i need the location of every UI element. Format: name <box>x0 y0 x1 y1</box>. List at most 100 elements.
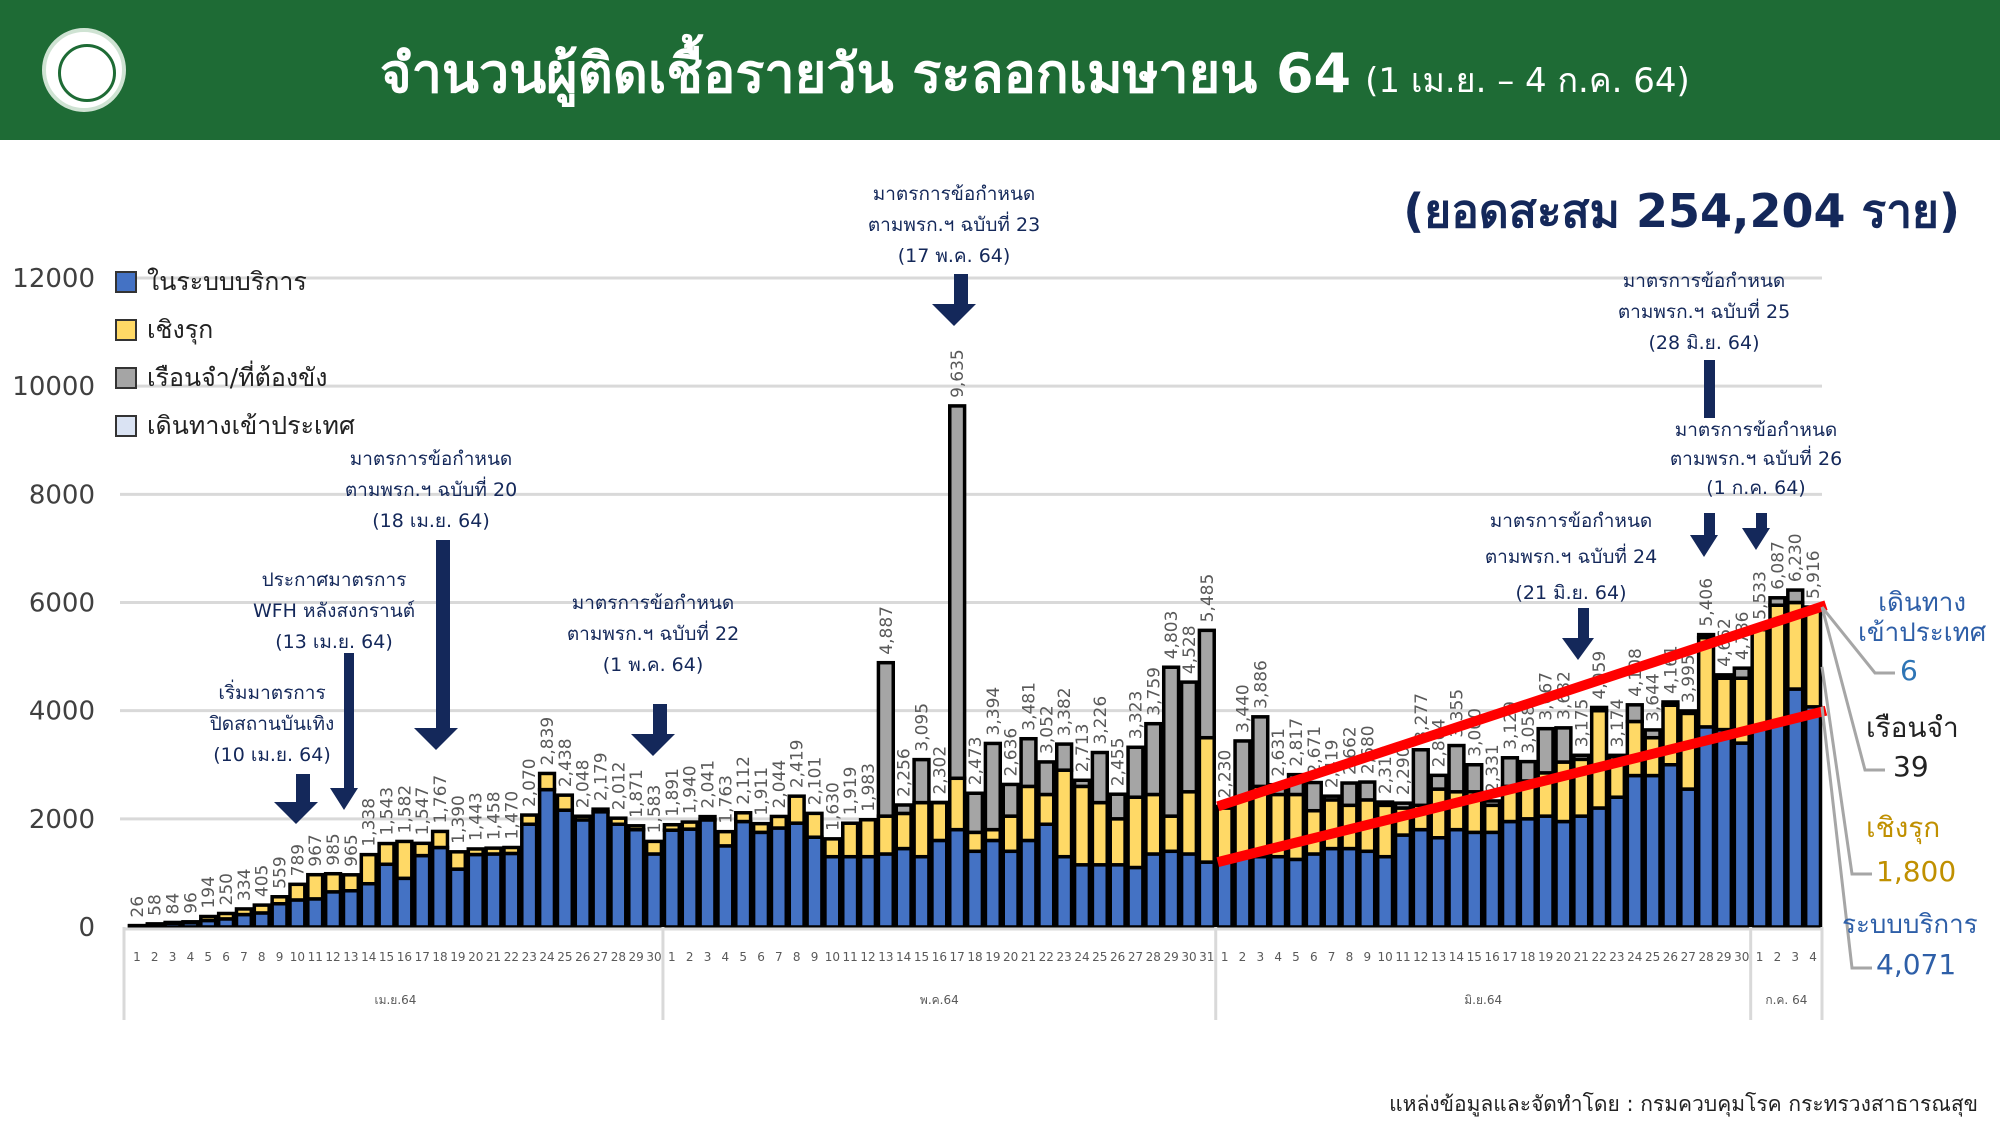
bar-segment <box>894 846 913 929</box>
data-label: 2,290 <box>1394 746 1414 795</box>
data-label: 967 <box>306 834 326 866</box>
bar-segment <box>1679 787 1698 929</box>
data-label: 84 <box>164 893 184 915</box>
bar-segment <box>1696 725 1716 929</box>
x-tick-label: 16 <box>932 950 947 964</box>
data-label: 2,302 <box>930 746 950 795</box>
bar-segment <box>1161 665 1181 818</box>
y-tick-label: 4000 <box>29 697 95 727</box>
bar-segment <box>502 845 521 856</box>
bar-segment <box>1393 801 1413 810</box>
data-label: 789 <box>288 844 308 876</box>
legend-item-service: ในระบบบริการ <box>115 258 355 306</box>
data-label: 1,338 <box>360 798 380 847</box>
x-tick-label: 26 <box>1110 950 1125 964</box>
bar-segment <box>1286 857 1306 929</box>
x-tick-label: 13 <box>1431 950 1446 964</box>
x-tick-label: 24 <box>539 950 554 964</box>
bar-segment <box>1054 768 1074 859</box>
x-tick-label: 2 <box>686 950 694 964</box>
trend-line <box>1216 705 1828 867</box>
bar-segment <box>306 897 325 929</box>
bar-segment <box>1572 814 1591 929</box>
month-label: ก.ค. 64 <box>1765 993 1807 1007</box>
x-tick-label: 1 <box>1756 950 1764 964</box>
x-tick-label: 13 <box>878 950 893 964</box>
x-tick-label: 25 <box>557 950 572 964</box>
bar-segment <box>502 851 521 929</box>
bar-segment <box>537 787 557 929</box>
bar-segment <box>1251 715 1270 789</box>
bar-segment <box>341 889 361 929</box>
bar-segment <box>734 819 753 929</box>
latest-prison-label: เรือนจำ <box>1866 711 1959 744</box>
bar-segment <box>609 822 628 929</box>
bar-segment <box>805 811 824 839</box>
x-tick-label: 14 <box>1449 950 1464 964</box>
bar-segment <box>1001 782 1020 818</box>
bar-segment <box>1340 846 1359 929</box>
x-tick-label: 10 <box>290 950 305 964</box>
bar-segment <box>1643 773 1662 929</box>
legend-label: ในระบบบริการ <box>147 267 307 296</box>
annotation-entertainment-closure: เริ่มมาตรการ ปิดสถานบันเทิง (10 เม.ย. 64) <box>209 682 335 766</box>
bar-segment <box>698 814 717 822</box>
bar-segment <box>1750 627 1769 729</box>
bar-segment <box>1090 800 1109 867</box>
bar-segment <box>430 845 450 929</box>
data-label: 3,175 <box>1572 699 1592 748</box>
data-label: 3,323 <box>1126 691 1146 740</box>
x-tick-label: 9 <box>1363 950 1371 964</box>
annotation-decree-23: มาตรการข้อกำหนด ตามพรก.ฯ ฉบับที่ 23 (17 พ.… <box>867 183 1041 267</box>
data-label: 3,644 <box>1644 673 1664 722</box>
data-label: 1,763 <box>716 775 736 824</box>
x-tick-label: 20 <box>1556 950 1571 964</box>
x-tick-label: 1 <box>1221 950 1229 964</box>
month-label: พ.ค.64 <box>920 993 959 1007</box>
x-tick-label: 27 <box>1681 950 1696 964</box>
data-label: 1,458 <box>485 791 505 840</box>
bar-segment <box>1786 588 1805 605</box>
month-label: เม.ย.64 <box>374 993 416 1007</box>
bar-segment <box>1090 863 1109 929</box>
data-label: 3,382 <box>1055 687 1075 736</box>
bar-segment <box>1358 780 1377 802</box>
x-tick-label: 27 <box>1128 950 1143 964</box>
bar-segment <box>1233 795 1252 859</box>
data-label: 2,331 <box>1483 744 1503 793</box>
bar-segment <box>1144 852 1163 929</box>
bar-segment <box>1447 743 1466 794</box>
data-label: 194 <box>199 876 219 908</box>
bar-segment <box>573 814 592 822</box>
bar-segment <box>520 822 539 929</box>
x-tick-label: 2 <box>1239 950 1247 964</box>
bar-segment <box>1375 803 1395 859</box>
data-label: 9,635 <box>948 349 968 398</box>
x-tick-label: 23 <box>522 950 537 964</box>
bar-segment <box>1482 803 1502 835</box>
bar-segment <box>894 803 913 816</box>
title-text: จำนวนผู้ติดเชื้อรายวัน ระลอกเมษายน 64 <box>380 42 1352 105</box>
data-label: 1,390 <box>449 795 469 844</box>
bar-segment <box>1447 827 1466 929</box>
latest-service-value: 4,071 <box>1876 948 1957 981</box>
leader-line <box>1820 706 1872 970</box>
bar-segment <box>1233 854 1252 929</box>
x-tick-label: 8 <box>1346 950 1354 964</box>
x-tick-label: 21 <box>486 950 501 964</box>
x-tick-label: 23 <box>1057 950 1072 964</box>
bar-segment <box>1482 830 1502 929</box>
annotation-decree-24: มาตรการข้อกำหนด ตามพรก.ฯ ฉบับที่ 24 (21 มิ… <box>1484 510 1658 604</box>
bar-segment <box>1714 727 1734 929</box>
x-tick-label: 28 <box>1698 950 1713 964</box>
header-bar: จำนวนผู้ติดเชื้อรายวัน ระลอกเมษายน 64 (1 … <box>0 0 2000 140</box>
data-label: 405 <box>253 865 273 897</box>
bar-segment <box>199 914 218 923</box>
data-label: 58 <box>146 894 166 916</box>
bar-segment <box>234 907 254 917</box>
bar-segment <box>1001 814 1020 854</box>
data-label: 2,101 <box>806 757 826 806</box>
bar-segment <box>1037 792 1056 826</box>
bar-segment <box>1482 799 1502 808</box>
trend-line <box>1216 600 1828 812</box>
